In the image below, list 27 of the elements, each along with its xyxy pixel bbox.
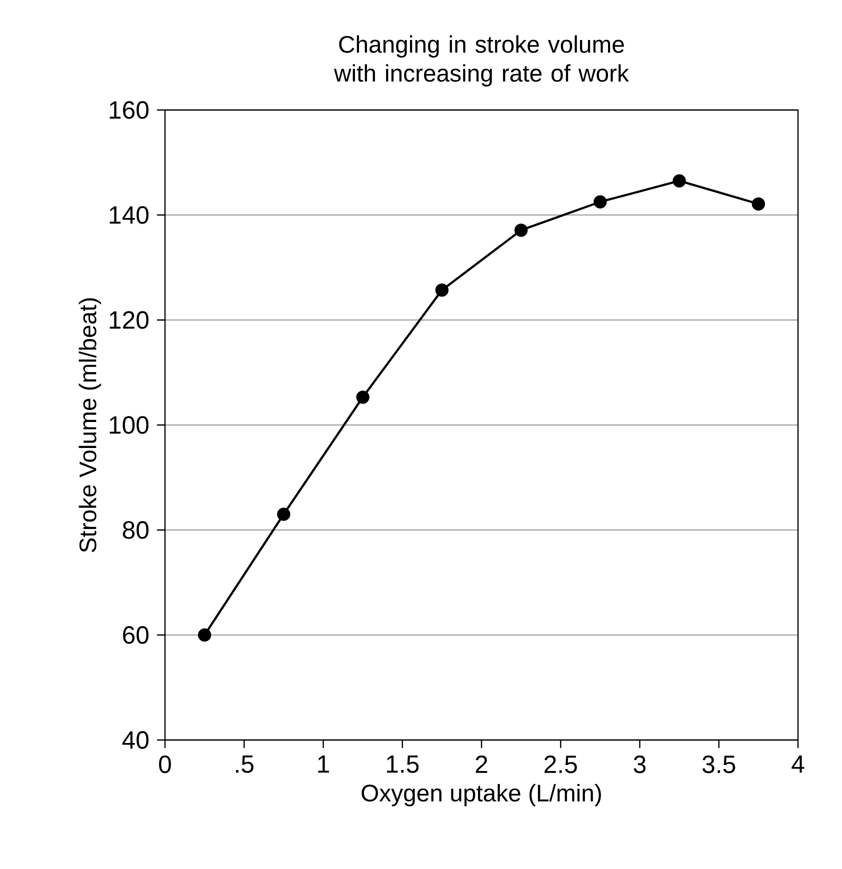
point <box>752 197 766 211</box>
point <box>594 195 607 208</box>
point <box>198 628 212 642</box>
x-tick-label: 2 <box>476 756 488 773</box>
x-tick-label: 0 <box>159 756 171 774</box>
y-tick-label: 80 <box>122 521 148 539</box>
point <box>435 283 449 297</box>
y-axis-title: Stroke Volume (ml/beat) <box>78 298 102 552</box>
x-tick-label: 4 <box>792 756 804 773</box>
y-tick-label: 120 <box>110 311 148 329</box>
y-tick-label: 100 <box>110 416 148 434</box>
point <box>356 390 370 404</box>
y-tick-label: 60 <box>123 626 148 644</box>
y-tick-label: 160 <box>110 101 148 119</box>
x-tick-label: .5 <box>236 756 254 773</box>
x-tick-label: 3.5 <box>702 756 736 774</box>
point <box>672 174 686 188</box>
x-axis-title: Oxygen uptake (L/min) <box>362 784 601 806</box>
point <box>277 508 290 521</box>
chart-title: Changing in stroke volume with increasing rate of work <box>334 35 629 86</box>
point <box>514 224 528 237</box>
x-tick-label: 3 <box>634 756 646 774</box>
y-tick-label: 40 <box>122 731 148 749</box>
x-tick-label: 1.5 <box>386 756 419 773</box>
y-tick-label: 140 <box>110 206 148 224</box>
x-tick-label: 2.5 <box>544 756 577 774</box>
x-tick-label: 1 <box>318 756 329 773</box>
